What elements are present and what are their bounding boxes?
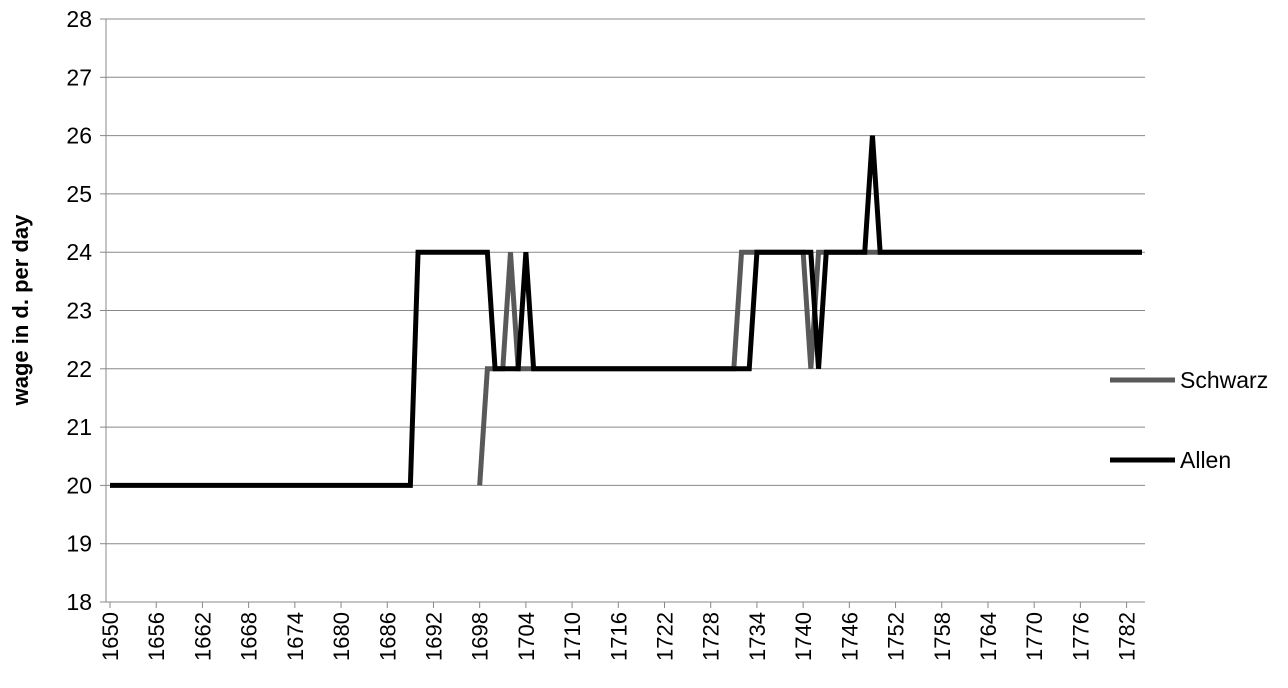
x-tick-label: 1722 [653, 612, 678, 661]
x-tick-label: 1770 [1022, 612, 1047, 661]
y-tick-label: 22 [66, 356, 92, 382]
x-tick-label: 1740 [791, 612, 816, 661]
x-tick-label: 1656 [144, 612, 169, 661]
x-tick-label: 1698 [468, 612, 493, 661]
x-tick-label: 1668 [237, 612, 262, 661]
y-tick-label: 24 [66, 239, 92, 265]
x-tick-label: 1752 [884, 612, 909, 661]
y-tick-label: 27 [66, 64, 92, 90]
x-tick-label: 1704 [514, 612, 539, 661]
x-tick-label: 1728 [699, 612, 724, 661]
y-tick-label: 23 [66, 298, 92, 324]
legend-label: Schwarz [1180, 367, 1268, 393]
x-tick-label: 1674 [283, 612, 308, 661]
x-tick-label: 1662 [190, 612, 215, 661]
x-tick-label: 1686 [375, 612, 400, 661]
y-tick-label: 18 [66, 589, 92, 615]
y-tick-label: 19 [66, 531, 92, 557]
x-tick-label: 1734 [745, 612, 770, 661]
y-tick-label: 28 [66, 6, 92, 32]
x-tick-label: 1692 [421, 612, 446, 661]
x-tick-label: 1764 [976, 612, 1001, 661]
y-tick-label: 21 [66, 414, 92, 440]
x-tick-label: 1716 [606, 612, 631, 661]
x-tick-label: 1746 [837, 612, 862, 661]
x-tick-label: 1650 [98, 612, 123, 661]
y-axis-label: wage in d. per day [8, 214, 33, 406]
legend-label: Allen [1180, 447, 1231, 473]
x-tick-label: 1782 [1115, 612, 1140, 661]
x-tick-label: 1758 [930, 612, 955, 661]
y-tick-label: 26 [66, 123, 92, 149]
series-line [110, 135, 1142, 488]
x-tick-label: 1680 [329, 612, 354, 661]
y-tick-label: 20 [66, 472, 92, 498]
x-tick-label: 1776 [1068, 612, 1093, 661]
y-tick-label: 25 [66, 181, 92, 207]
x-tick-label: 1710 [560, 612, 585, 661]
